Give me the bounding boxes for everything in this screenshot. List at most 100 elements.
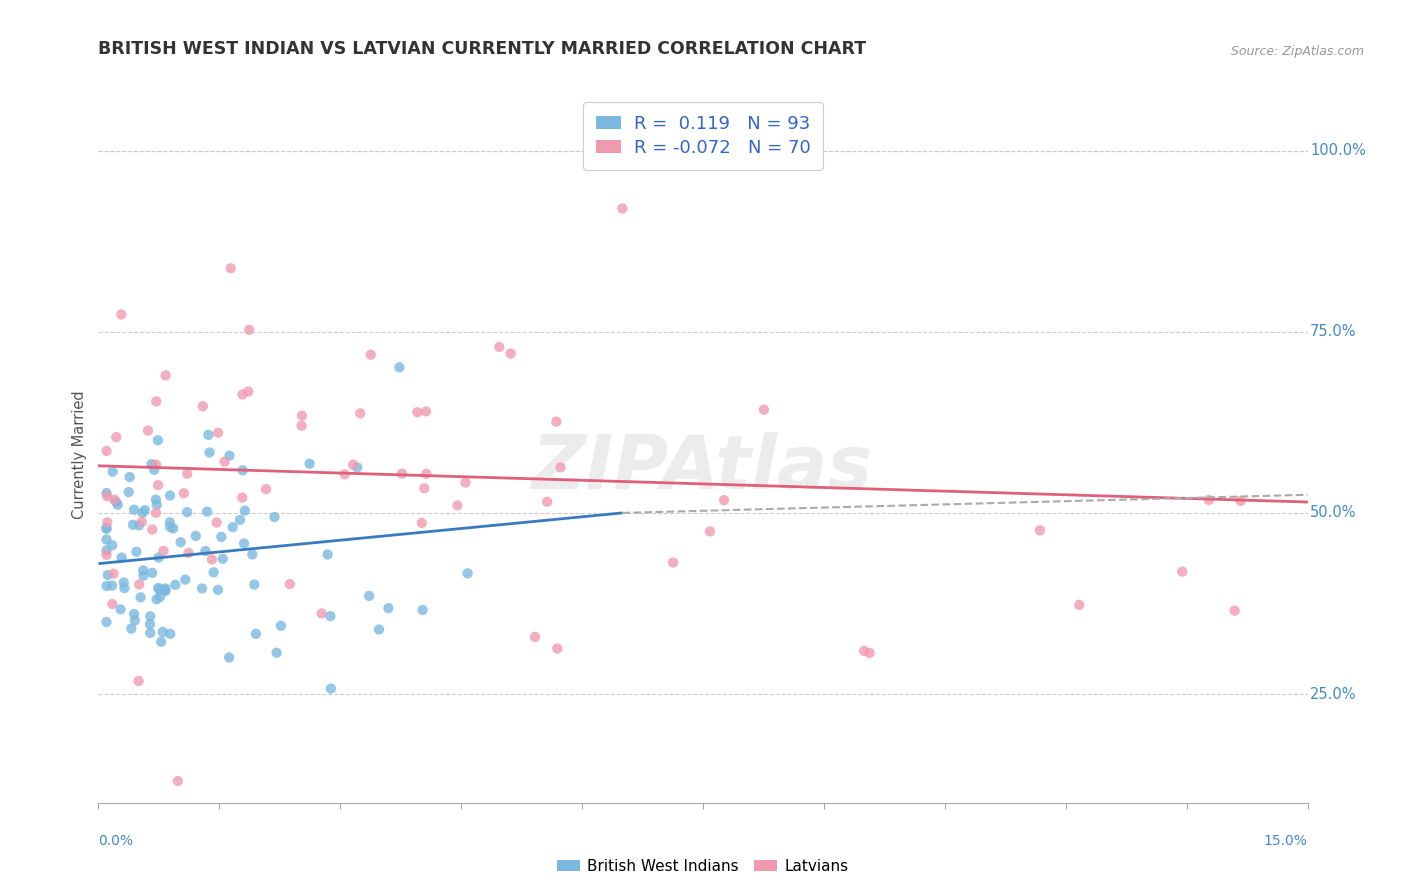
- Point: [96, 516, 118, 530]
- Text: 15.0%: 15.0%: [1264, 834, 1308, 848]
- Point: [96, 533, 118, 547]
- Point: [191, 582, 214, 596]
- Point: [263, 510, 285, 524]
- Point: [155, 583, 177, 598]
- Point: [201, 552, 224, 566]
- Point: [245, 627, 267, 641]
- Point: [122, 517, 145, 532]
- Point: [120, 622, 142, 636]
- Point: [174, 573, 197, 587]
- Point: [110, 602, 132, 616]
- Text: 0.0%: 0.0%: [98, 834, 134, 848]
- Point: [96, 579, 118, 593]
- Point: [191, 399, 214, 413]
- Point: [184, 529, 207, 543]
- Point: [128, 673, 150, 688]
- Point: [141, 523, 163, 537]
- Point: [546, 641, 568, 656]
- Text: 75.0%: 75.0%: [1310, 324, 1357, 339]
- Point: [139, 617, 162, 632]
- Point: [139, 609, 162, 624]
- Point: [1171, 565, 1194, 579]
- Point: [132, 568, 155, 582]
- Point: [198, 445, 221, 459]
- Point: [104, 494, 127, 508]
- Point: [233, 536, 256, 550]
- Point: [291, 418, 314, 433]
- Point: [96, 522, 118, 536]
- Point: [238, 384, 260, 399]
- Point: [129, 591, 152, 605]
- Point: [145, 492, 167, 507]
- Point: [101, 578, 124, 592]
- Point: [173, 486, 195, 500]
- Point: [131, 506, 153, 520]
- Point: [136, 424, 159, 438]
- Text: 50.0%: 50.0%: [1310, 506, 1357, 520]
- Point: [202, 566, 225, 580]
- Point: [359, 589, 381, 603]
- Point: [1069, 598, 1091, 612]
- Point: [169, 535, 191, 549]
- Text: 100.0%: 100.0%: [1310, 143, 1365, 158]
- Point: [238, 323, 260, 337]
- Point: [124, 614, 146, 628]
- Point: [349, 406, 371, 420]
- Point: [159, 489, 181, 503]
- Point: [752, 402, 775, 417]
- Point: [148, 550, 170, 565]
- Point: [1029, 524, 1052, 538]
- Point: [96, 444, 118, 458]
- Point: [139, 626, 162, 640]
- Point: [146, 581, 169, 595]
- Point: [853, 644, 876, 658]
- Y-axis label: Currently Married: Currently Married: [72, 391, 87, 519]
- Point: [270, 619, 292, 633]
- Point: [125, 545, 148, 559]
- Point: [96, 543, 118, 558]
- Point: [105, 430, 128, 444]
- Point: [415, 404, 437, 418]
- Point: [219, 261, 242, 276]
- Point: [112, 581, 135, 595]
- Point: [134, 503, 156, 517]
- Point: [118, 485, 141, 500]
- Point: [454, 475, 477, 490]
- Point: [240, 548, 263, 562]
- Point: [131, 515, 153, 529]
- Legend: British West Indians, Latvians: British West Indians, Latvians: [551, 853, 855, 880]
- Point: [333, 467, 356, 482]
- Point: [346, 460, 368, 475]
- Point: [96, 548, 118, 562]
- Point: [103, 566, 125, 581]
- Point: [415, 467, 437, 481]
- Point: [141, 457, 163, 471]
- Point: [176, 505, 198, 519]
- Point: [1223, 604, 1246, 618]
- Point: [446, 499, 468, 513]
- Point: [221, 520, 243, 534]
- Point: [159, 520, 181, 534]
- Point: [159, 516, 181, 530]
- Point: [411, 516, 433, 530]
- Point: [412, 603, 434, 617]
- Point: [232, 463, 254, 477]
- Point: [243, 577, 266, 591]
- Point: [207, 425, 229, 440]
- Point: [360, 348, 382, 362]
- Point: [166, 774, 188, 789]
- Point: [229, 513, 252, 527]
- Point: [146, 434, 169, 448]
- Point: [103, 492, 125, 507]
- Point: [197, 428, 219, 442]
- Point: [713, 493, 735, 508]
- Point: [97, 568, 120, 582]
- Point: [111, 550, 134, 565]
- Point: [550, 460, 572, 475]
- Point: [145, 458, 167, 472]
- Point: [128, 518, 150, 533]
- Point: [209, 530, 232, 544]
- Point: [231, 387, 253, 401]
- Point: [155, 582, 177, 596]
- Point: [148, 582, 170, 597]
